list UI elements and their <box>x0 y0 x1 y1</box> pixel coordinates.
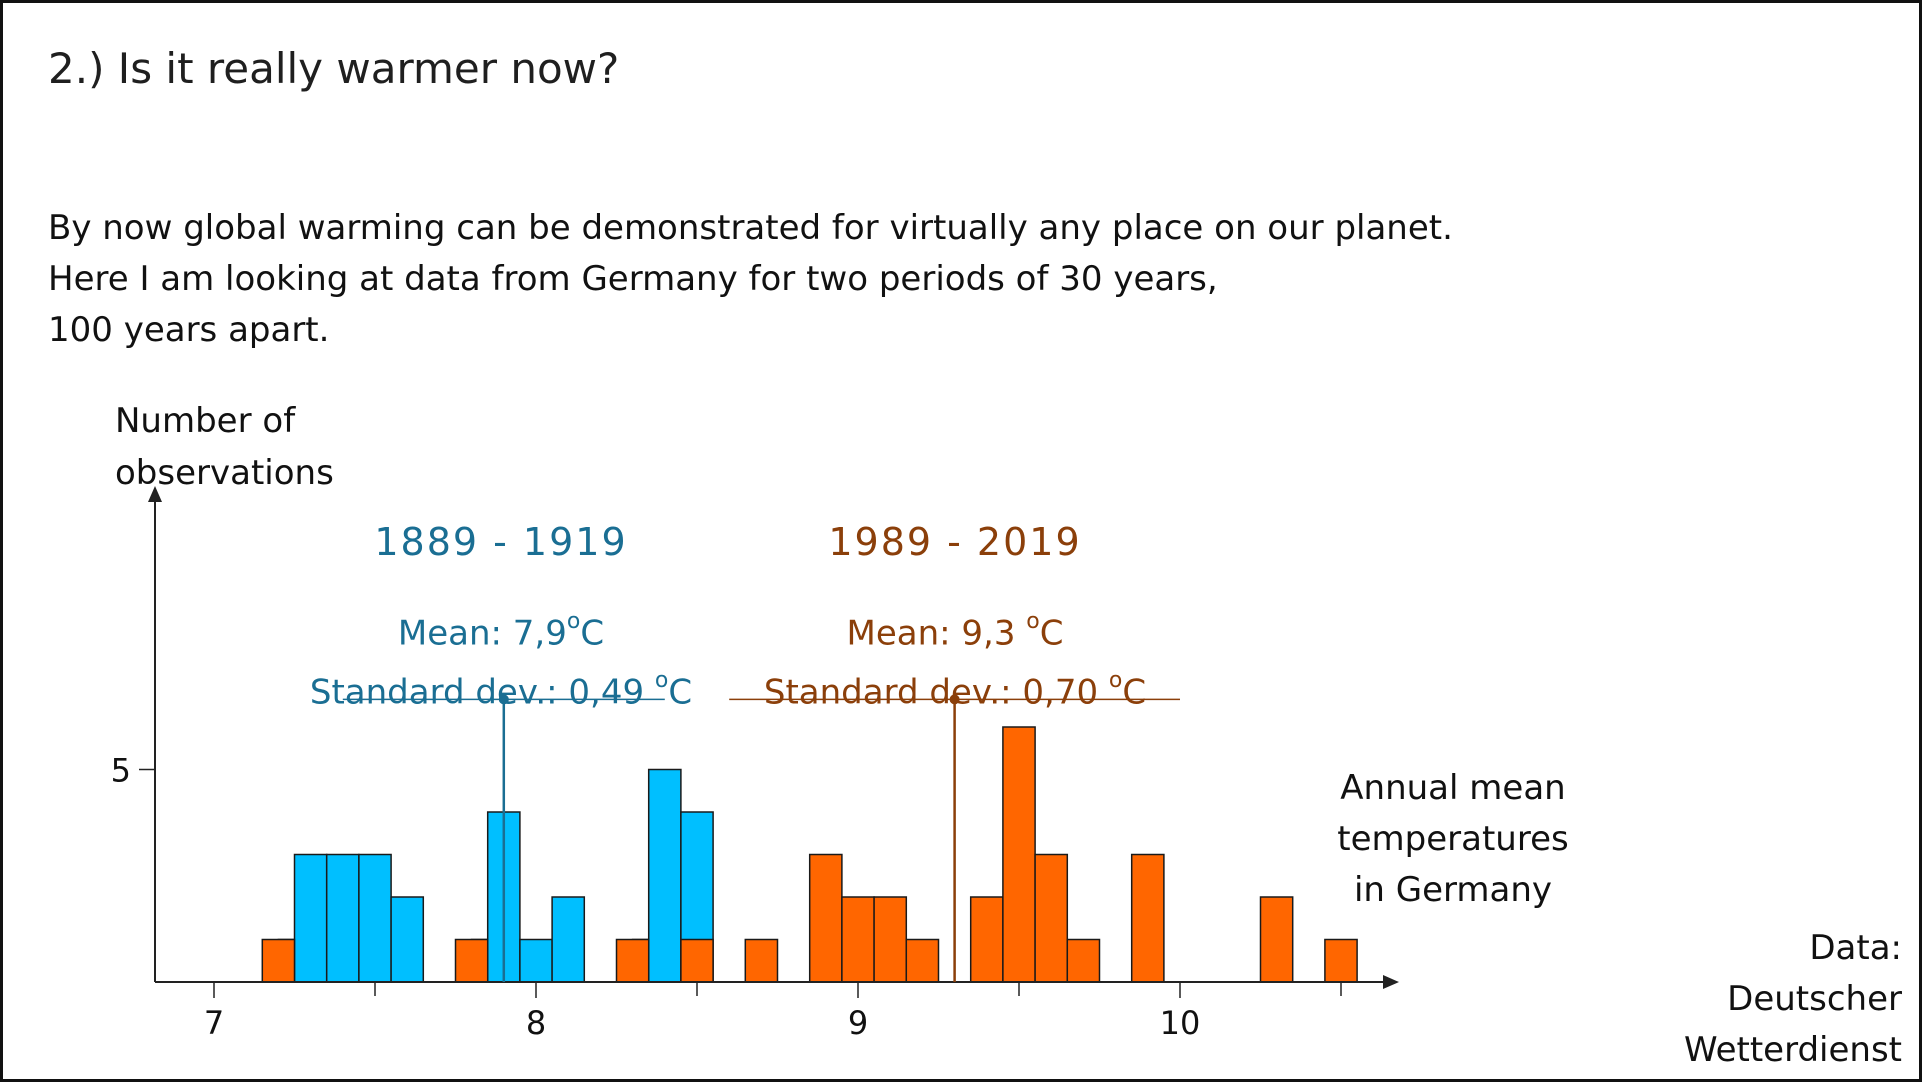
bar-series-1-bin-3 <box>325 853 360 983</box>
bar-series-1-bin-2 <box>293 853 328 983</box>
mean-marker-series-1 <box>498 694 509 705</box>
period-1-mean: Mean: 7,9oC <box>310 600 692 659</box>
data-source-line-1: Data: <box>1809 928 1902 968</box>
x-tick-label-7: 7 <box>204 1004 224 1042</box>
mean-marker-series-2 <box>949 694 960 705</box>
slide-title: 2.) Is it really warmer now? <box>48 44 620 93</box>
period-1-sd-degree: o <box>654 668 669 694</box>
bar-series-2-bin-15 <box>1259 896 1294 983</box>
intro-text: By now global warming can be demonstrate… <box>48 203 1453 356</box>
bars-layer <box>261 726 1358 983</box>
y-axis-label: Number of observations <box>115 395 334 499</box>
x-axis-label-line-2: temperatures <box>1337 819 1569 859</box>
y-tick-label-5: 5 <box>111 752 131 790</box>
bar-series-2-bin-7 <box>841 896 875 983</box>
period-1-title: 1889 - 1919 <box>374 520 628 564</box>
period-1-mean-degree: o <box>566 609 581 634</box>
data-source: Data: Deutscher Wetterdienst <box>1684 923 1902 1076</box>
bar-series-2-bin-13 <box>1066 938 1101 983</box>
intro-line-3: 100 years apart. <box>48 310 330 350</box>
y-axis-label-line-1: Number of <box>115 401 296 441</box>
period-2-mean-unit: C <box>1039 613 1064 654</box>
period-2-mean: Mean: 9,3 oC <box>764 600 1146 659</box>
period-2-sd-degree: o <box>1108 668 1123 694</box>
period-1-stats: Mean: 7,9oC Standard dev.: 0,49 oC <box>310 600 692 719</box>
bar-series-2-bin-1 <box>261 938 296 983</box>
bar-series-2-bin-8 <box>873 896 908 983</box>
intro-line-2: Here I am looking at data from Germany f… <box>48 259 1218 299</box>
bar-series-1-bin-9 <box>551 896 586 983</box>
bar-series-2-bin-14 <box>1130 853 1165 983</box>
bar-series-1-bin-5 <box>390 896 425 983</box>
data-source-line-2: Deutscher <box>1727 979 1902 1019</box>
period-2-sd-unit: C <box>1122 672 1147 713</box>
bar-series-1-bin-4 <box>358 853 392 983</box>
data-source-line-3: Wetterdienst <box>1683 1030 1902 1070</box>
period-1-sd: Standard dev.: 0,49 oC <box>310 659 692 718</box>
x-tick-label-9: 9 <box>848 1004 868 1042</box>
bar-series-1-bin-11 <box>647 768 682 983</box>
bar-series-2-bin-9 <box>905 938 940 983</box>
bar-series-2-bin-16 <box>1324 938 1358 983</box>
stats-lines-layer <box>342 694 1180 982</box>
x-axis-label: Annual mean temperatures in Germany <box>1318 763 1588 916</box>
x-tick-label-8: 8 <box>526 1004 546 1042</box>
x-axis-label-line-1: Annual mean <box>1340 768 1566 808</box>
bar-series-2-bin-6 <box>808 853 843 983</box>
period-2-mean-value: Mean: 9,3 <box>846 613 1016 654</box>
x-axis-label-line-3: in Germany <box>1353 870 1553 910</box>
bar-series-2-bin-10 <box>969 896 1004 983</box>
period-1-sd-unit: C <box>668 672 693 713</box>
period-1-mean-unit: C <box>580 613 605 654</box>
period-2-mean-degree: o <box>1026 609 1040 634</box>
period-2-sd-value: Standard dev.: 0,70 <box>763 672 1099 713</box>
x-tick-label-10: 10 <box>1160 1004 1201 1042</box>
period-2-title: 1989 - 2019 <box>828 520 1082 564</box>
bar-series-2-bin-5 <box>744 938 779 983</box>
period-1-sd-value: Standard dev.: 0,49 <box>309 672 645 713</box>
bar-series-2-bin-11 <box>1002 726 1036 983</box>
ticks-layer: 7 8 9 10 5 <box>111 752 1342 1042</box>
y-axis-arrow <box>148 486 162 502</box>
bar-series-2-bin-2 <box>454 938 489 983</box>
bar-series-2-bin-3 <box>615 938 650 983</box>
x-axis-arrow <box>1383 975 1399 989</box>
bar-series-1-bin-8 <box>519 938 553 983</box>
bar-series-2-bin-4 <box>680 938 714 983</box>
y-axis-label-line-2: observations <box>115 453 334 493</box>
intro-line-1: By now global warming can be demonstrate… <box>48 208 1453 248</box>
bar-series-2-bin-12 <box>1034 853 1069 983</box>
period-2-sd: Standard dev.: 0,70 oC <box>764 659 1146 718</box>
period-2-stats: Mean: 9,3 oC Standard dev.: 0,70 oC <box>764 600 1146 719</box>
period-1-mean-value: Mean: 7,9 <box>397 613 567 654</box>
